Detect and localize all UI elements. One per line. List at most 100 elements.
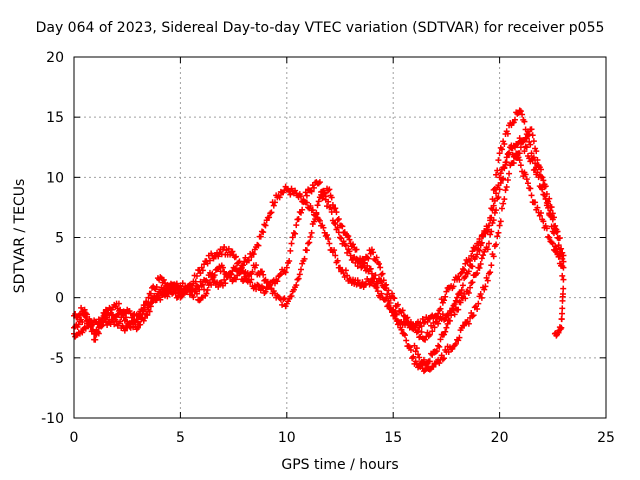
- data-point-fill: [211, 272, 218, 279]
- data-point-fill: [412, 358, 419, 365]
- data-point-fill: [331, 219, 338, 226]
- data-point-fill: [555, 242, 562, 249]
- data-point-fill: [477, 260, 484, 267]
- data-point-fill: [354, 277, 361, 284]
- data-point-fill: [288, 240, 295, 247]
- data-point-fill: [559, 297, 566, 304]
- data-point-fill: [546, 234, 553, 241]
- x-tick-label: 20: [491, 430, 509, 446]
- data-point-fill: [490, 186, 497, 193]
- data-point-fill: [117, 318, 124, 325]
- data-point-fill: [99, 314, 106, 321]
- data-point-fill: [469, 313, 476, 320]
- data-point-fill: [79, 318, 86, 325]
- x-tick-label: 25: [597, 430, 615, 446]
- data-point-fill: [95, 330, 102, 337]
- series-track-1: [71, 144, 567, 371]
- data-point-fill: [484, 246, 491, 253]
- data-point-fill: [391, 295, 398, 302]
- data-point-fill: [266, 214, 273, 221]
- data-point-fill: [523, 144, 530, 151]
- data-point-fill: [498, 146, 505, 153]
- data-point-fill: [255, 242, 262, 249]
- data-point-fill: [297, 193, 304, 200]
- data-point-fill: [424, 318, 431, 325]
- data-point-fill: [487, 231, 494, 238]
- data-point-fill: [104, 307, 111, 314]
- data-point-fill: [441, 316, 448, 323]
- data-point-fill: [247, 279, 254, 286]
- data-point-fill: [467, 284, 474, 291]
- data-point-fill: [436, 343, 443, 350]
- data-point-fill: [524, 180, 531, 187]
- data-point-fill: [245, 272, 252, 279]
- data-point: [198, 282, 205, 289]
- data-point-fill: [521, 148, 528, 155]
- data-point-fill: [328, 194, 335, 201]
- data-point-fill: [476, 264, 483, 271]
- data-point-fill: [465, 256, 472, 263]
- data-point-fill: [462, 295, 469, 302]
- data-point-fill: [299, 260, 306, 267]
- data-point-fill: [550, 230, 557, 237]
- data-point-fill: [478, 232, 485, 239]
- data-point: [81, 324, 88, 331]
- data-point-fill: [268, 285, 275, 292]
- data-point-fill: [238, 262, 245, 269]
- data-point-fill: [289, 234, 296, 241]
- data-point-fill: [280, 296, 287, 303]
- data-point-fill: [547, 212, 554, 219]
- y-tick-label: -5: [50, 351, 64, 367]
- data-point-fill: [332, 205, 339, 212]
- data-point-fill: [232, 253, 239, 260]
- data-point-fill: [501, 140, 508, 147]
- data-point-fill: [147, 290, 154, 297]
- data-point-fill: [227, 274, 234, 281]
- y-tick-label: 5: [55, 231, 64, 247]
- data-point-fill: [221, 276, 228, 283]
- data-point-fill: [190, 294, 197, 301]
- data-point-fill: [367, 265, 374, 272]
- data-point-fill: [543, 225, 550, 232]
- data-point-fill: [527, 185, 534, 192]
- data-point-fill: [225, 245, 232, 252]
- data-point-fill: [323, 231, 330, 238]
- data-point-fill: [489, 219, 496, 226]
- data-point-fill: [167, 280, 174, 287]
- data-point-fill: [477, 240, 484, 247]
- data-point-fill: [558, 315, 565, 322]
- data-point-fill: [84, 311, 91, 318]
- data-point-fill: [281, 268, 288, 275]
- data-point-fill: [500, 200, 507, 207]
- data-point-fill: [171, 285, 178, 292]
- data-point: [337, 234, 343, 241]
- data-point-fill: [548, 223, 555, 230]
- data-point-fill: [282, 269, 289, 276]
- data-point-fill: [506, 170, 513, 177]
- data-point-fill: [355, 258, 362, 265]
- data-point-fill: [495, 194, 502, 201]
- data-point: [539, 174, 546, 181]
- data-point-fill: [130, 312, 137, 319]
- data-point-fill: [271, 199, 278, 206]
- data-point-fill: [131, 311, 138, 318]
- data-point-fill: [359, 263, 366, 270]
- data-point: [379, 270, 386, 277]
- data-point-fill: [522, 171, 529, 178]
- data-point-fill: [437, 336, 444, 343]
- data-point-fill: [488, 262, 495, 269]
- data-point-fill: [301, 198, 308, 205]
- data-point-fill: [296, 271, 303, 278]
- data-point-fill: [553, 245, 560, 252]
- data-point-fill: [342, 242, 349, 249]
- data-point: [496, 222, 503, 229]
- data-point-fill: [490, 253, 497, 260]
- data-point-fill: [206, 257, 213, 264]
- y-tick-label: -10: [41, 411, 64, 427]
- data-point: [368, 270, 375, 277]
- data-point-fill: [199, 281, 206, 288]
- data-point-fill: [501, 165, 508, 172]
- y-tick-label: 0: [55, 291, 64, 307]
- data-point-fill: [372, 272, 379, 279]
- data-point-fill: [526, 131, 533, 138]
